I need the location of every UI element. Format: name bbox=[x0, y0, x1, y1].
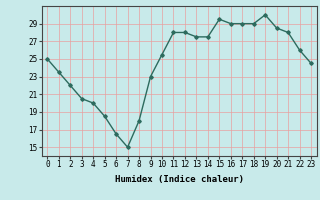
X-axis label: Humidex (Indice chaleur): Humidex (Indice chaleur) bbox=[115, 175, 244, 184]
